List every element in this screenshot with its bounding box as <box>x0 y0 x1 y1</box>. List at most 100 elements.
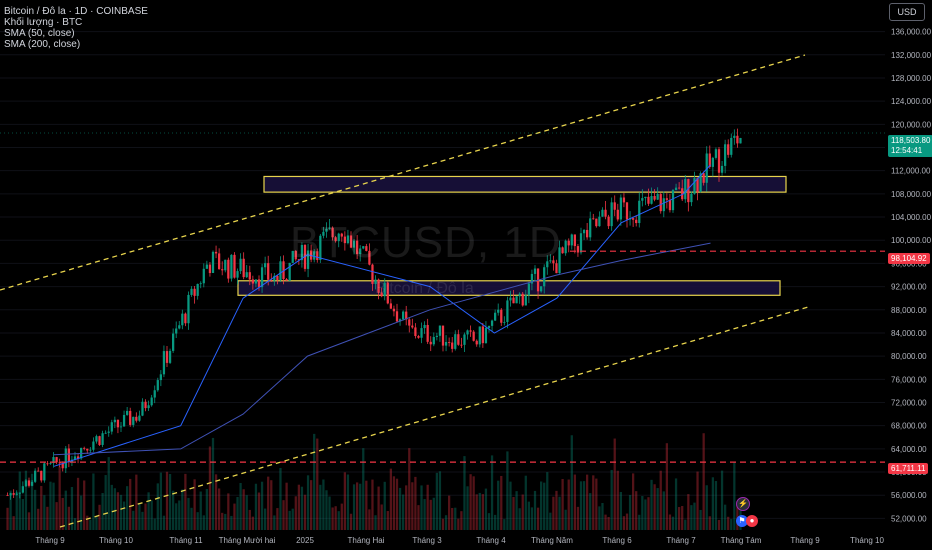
legend-sma50[interactable]: SMA (50, close) <box>4 28 75 39</box>
candle-body <box>644 196 647 199</box>
volume-bar <box>172 490 175 530</box>
candle-body <box>616 209 619 220</box>
volume-bar <box>681 505 684 530</box>
volume-bar <box>132 510 135 530</box>
candle-body <box>208 264 212 274</box>
volume-bar <box>622 516 626 530</box>
candle-body <box>579 233 583 253</box>
volume-bar <box>67 506 70 530</box>
candle-body <box>687 179 690 203</box>
candle-body <box>552 260 555 264</box>
volume-bar <box>37 508 40 530</box>
candle-body <box>306 250 310 269</box>
volume-bar <box>205 489 208 530</box>
volume-bar <box>30 473 34 530</box>
candle-body <box>460 344 463 346</box>
volume-bar <box>86 515 89 530</box>
candle-body <box>156 380 159 391</box>
candle-body <box>457 334 460 345</box>
volume-bar <box>15 491 18 530</box>
candle-body <box>92 441 95 450</box>
volume-bar <box>601 503 604 530</box>
volume-bar <box>628 495 632 530</box>
candle-body <box>337 233 340 242</box>
legend-volume[interactable]: Khối lượng · BTC <box>4 17 83 28</box>
sma50-line <box>53 164 711 467</box>
price-axis-label: 52,000.00 <box>891 514 927 523</box>
candle-body <box>218 253 221 270</box>
candle-body <box>55 457 58 463</box>
candle-body <box>245 272 248 278</box>
volume-bar <box>153 518 156 530</box>
candle-body <box>739 138 742 144</box>
currency-button[interactable]: USD <box>889 3 925 21</box>
volume-bar <box>279 467 282 530</box>
time-axis-label: Tháng 9 <box>35 536 65 545</box>
volume-bar <box>371 479 374 530</box>
candle-body <box>175 328 178 334</box>
volume-bar <box>83 480 86 530</box>
candle-body <box>641 198 644 201</box>
candle-body <box>95 436 98 442</box>
candle-body <box>555 263 558 274</box>
candle-body <box>251 279 254 284</box>
volume-bar <box>432 497 435 530</box>
candle-body <box>595 218 598 227</box>
price-axis-label: 100,000.00 <box>891 236 932 245</box>
candle-body <box>242 258 245 278</box>
candle-body <box>527 283 530 296</box>
candle-body <box>331 227 334 238</box>
volume-bar <box>313 433 316 530</box>
candle-body <box>205 264 208 269</box>
volume-bar <box>349 513 353 530</box>
candle-body <box>126 410 129 415</box>
candle-body <box>199 283 202 285</box>
candle-body <box>61 463 64 469</box>
candle-body <box>254 279 258 284</box>
volume-bar <box>727 516 730 530</box>
candle-body <box>622 197 626 203</box>
volume-bar <box>251 516 254 530</box>
flag-icon[interactable]: ⚑ <box>736 515 748 527</box>
price-axis-label: 128,000.00 <box>891 74 932 83</box>
candle-body <box>352 240 356 248</box>
candle-body <box>650 196 653 204</box>
chart-legend: Bitcoin / Đô la · 1D · COINBASE Khối lượ… <box>4 6 148 50</box>
volume-bar <box>656 488 659 530</box>
event-icon[interactable]: ● <box>746 515 758 527</box>
volume-bar <box>494 514 497 530</box>
candle-body <box>34 470 37 482</box>
candle-body <box>451 342 454 349</box>
candle-body <box>448 342 451 343</box>
lightning-icon[interactable]: ⚡ <box>736 497 750 511</box>
legend-symbol[interactable]: Bitcoin / Đô la · 1D · COINBASE <box>4 6 148 17</box>
candle-body <box>586 229 589 238</box>
candle-body <box>230 254 233 279</box>
candle-body <box>46 463 49 465</box>
volume-bar <box>21 499 24 530</box>
price-axis-label: 92,000.00 <box>891 283 927 292</box>
volume-bar <box>337 511 340 530</box>
volume-bar <box>524 475 527 530</box>
volume-bar <box>334 506 337 530</box>
legend-sma200[interactable]: SMA (200, close) <box>4 39 81 50</box>
candle-body <box>15 493 18 495</box>
volume-bar <box>12 516 15 530</box>
volume-bar <box>696 471 699 530</box>
volume-bar <box>126 486 129 530</box>
candle-body <box>30 481 34 486</box>
candle-body <box>119 426 123 428</box>
candle-body <box>27 480 31 486</box>
volume-bar <box>227 493 230 530</box>
candle-body <box>398 319 402 322</box>
candle-body <box>475 340 478 345</box>
volume-bar <box>515 491 518 530</box>
volume-bar <box>604 514 607 530</box>
volume-bar <box>518 508 521 530</box>
candle-body <box>426 324 429 342</box>
volume-bar <box>659 470 662 530</box>
candle-body <box>9 493 12 496</box>
volume-bar <box>181 489 184 530</box>
volume-bar <box>322 479 325 530</box>
